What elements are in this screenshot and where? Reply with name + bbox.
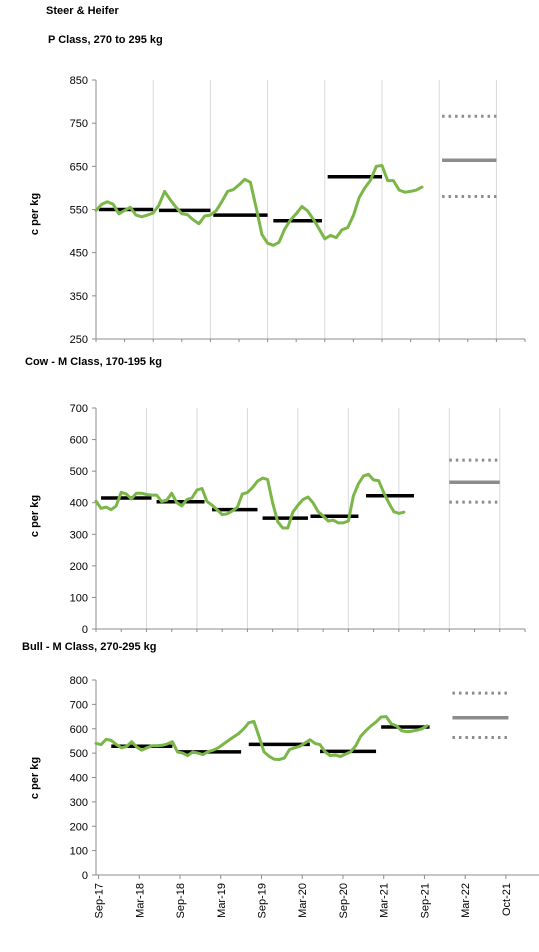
chart3-title: Bull - M Class, 270-295 kg: [22, 641, 157, 653]
chart1-subtitle: P Class, 270 to 295 kg: [48, 34, 163, 46]
chart3-y-tick-label-5: 500: [70, 748, 88, 760]
chart2-y-tick-label-6: 600: [70, 435, 88, 447]
chart1-y-tick-label-2: 450: [70, 248, 88, 260]
chart1-y-axis-label: c per kg: [29, 193, 41, 235]
chart3-x-tick-label-8: Sep-21: [419, 883, 431, 918]
chart3-y-tick-label-0: 0: [82, 870, 88, 882]
chart3-x-tick-label-3: Mar-19: [216, 883, 228, 918]
chart3-y-tick-label-4: 400: [70, 773, 88, 785]
chart2-title: Cow - M Class, 170-195 kg: [25, 356, 162, 368]
chart3-x-tick-label-4: Sep-19: [256, 883, 268, 918]
chart2-y-tick-label-2: 200: [70, 561, 88, 573]
chart3-y-tick-label-7: 700: [70, 699, 88, 711]
chart2-y-tick-label-0: 0: [82, 624, 88, 636]
chart3-x-tick-label-6: Sep-20: [338, 883, 350, 918]
chart1-y-tick-label-0: 250: [70, 334, 88, 346]
chart2-y-axis-label: c per kg: [29, 495, 41, 537]
chart3-x-tick-label-0: Sep-17: [94, 883, 106, 918]
chart3-price-series-line: [94, 715, 429, 761]
chart1-y-tick-label-4: 650: [70, 161, 88, 173]
chart2-y-tick-label-3: 300: [70, 529, 88, 541]
chart3-x-tick-label-10: Oct-21: [501, 883, 513, 916]
chart3-y-tick-label-6: 600: [70, 724, 88, 736]
chart3-x-tick-label-1: Mar-18: [134, 883, 146, 918]
chart3-x-tick-label-9: Mar-22: [460, 883, 472, 918]
chart3-y-tick-label-3: 300: [70, 797, 88, 809]
chart3-y-axis-label: c per kg: [29, 757, 41, 799]
chart3-x-tick-label-2: Sep-18: [175, 883, 187, 918]
chart1-price-series-line: [94, 164, 424, 247]
chart1-y-tick-label-5: 750: [70, 118, 88, 130]
chart1-y-tick-label-1: 350: [70, 291, 88, 303]
chart1-title: Steer & Heifer: [46, 5, 119, 17]
chart3-x-tick-label-7: Mar-21: [379, 883, 391, 918]
chart2-y-tick-label-4: 400: [70, 498, 88, 510]
chart3-y-tick-label-1: 100: [70, 846, 88, 858]
chart1-y-tick-label-3: 550: [70, 205, 88, 217]
chart2-y-tick-label-7: 700: [70, 403, 88, 415]
chart2-y-tick-label-1: 100: [70, 592, 88, 604]
chart3-y-tick-label-8: 800: [70, 675, 88, 687]
chart2-y-tick-label-5: 500: [70, 466, 88, 478]
chart3-y-tick-label-2: 200: [70, 821, 88, 833]
chart3-x-tick-label-5: Mar-20: [297, 883, 309, 918]
chart2-price-series-line: [94, 472, 406, 530]
chart1-y-tick-label-6: 850: [70, 75, 88, 87]
